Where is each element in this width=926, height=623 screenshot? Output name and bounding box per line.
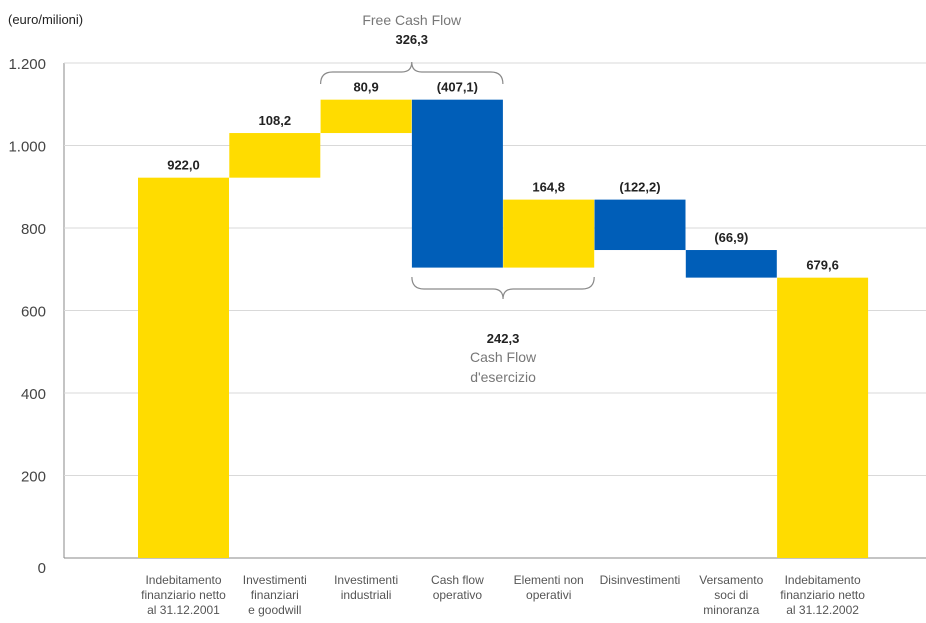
bar-value-label: (122,2) bbox=[619, 180, 660, 195]
y-tick-label: 600 bbox=[21, 304, 46, 321]
bar-value-label: 108,2 bbox=[259, 113, 292, 128]
category-label: minoranza bbox=[703, 603, 759, 617]
bar bbox=[320, 99, 412, 134]
bar-value-label: (66,9) bbox=[714, 230, 748, 245]
y-tick-label: 200 bbox=[21, 469, 46, 486]
category-label: Versamento bbox=[699, 573, 763, 587]
bar bbox=[685, 250, 777, 278]
category-label: Indebitamento bbox=[785, 573, 861, 587]
free-cash-flow-brace bbox=[320, 61, 504, 85]
category-label: operativo bbox=[433, 588, 483, 602]
category-label: al 31.12.2002 bbox=[786, 603, 859, 617]
bar-value-label: 679,6 bbox=[806, 258, 839, 273]
free-cash-flow-value: 326,3 bbox=[395, 32, 428, 47]
category-label: al 31.12.2001 bbox=[147, 603, 220, 617]
cash-flow-esercizio-title: Cash Flow bbox=[470, 349, 537, 365]
category-label: Cash flow bbox=[431, 573, 484, 587]
category-label: finanziario netto bbox=[780, 588, 865, 602]
free-cash-flow-title: Free Cash Flow bbox=[362, 12, 462, 28]
bar bbox=[777, 277, 869, 558]
bar-value-label: (407,1) bbox=[437, 80, 478, 95]
category-label: Investimenti bbox=[243, 573, 307, 587]
cash-flow-esercizio-title: d'esercizio bbox=[470, 369, 536, 385]
category-label: industriali bbox=[341, 588, 392, 602]
cash-flow-esercizio-value: 242,3 bbox=[487, 331, 520, 346]
category-label: e goodwill bbox=[248, 603, 301, 617]
category-label: Investimenti bbox=[334, 573, 398, 587]
y-tick-label: 1.200 bbox=[8, 56, 46, 73]
bar bbox=[411, 99, 503, 268]
bar-value-label: 164,8 bbox=[532, 180, 565, 195]
bar-value-label: 922,0 bbox=[167, 158, 200, 173]
y-tick-label: 400 bbox=[21, 386, 46, 403]
y-tick-label: 800 bbox=[21, 221, 46, 238]
category-label: Disinvestimenti bbox=[600, 573, 681, 587]
category-label: Elementi non bbox=[514, 573, 584, 587]
bar bbox=[503, 199, 595, 268]
cash-flow-esercizio-brace bbox=[411, 276, 595, 300]
bar bbox=[594, 199, 686, 251]
bar bbox=[138, 177, 229, 559]
unit-label: (euro/milioni) bbox=[8, 12, 83, 27]
category-label: Indebitamento bbox=[145, 573, 221, 587]
bar bbox=[229, 133, 321, 178]
category-label: soci di bbox=[714, 588, 748, 602]
y-tick-label: 0 bbox=[38, 560, 46, 577]
y-tick-label: 1.000 bbox=[8, 139, 46, 156]
category-label: finanziario netto bbox=[141, 588, 226, 602]
category-label: operativi bbox=[526, 588, 571, 602]
bar-value-label: 80,9 bbox=[353, 80, 378, 95]
category-label: finanziari bbox=[251, 588, 299, 602]
